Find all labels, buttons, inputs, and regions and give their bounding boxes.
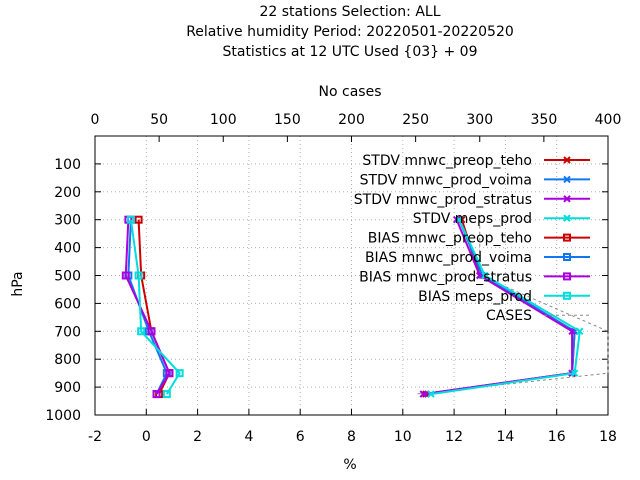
- y-tick-label: 900: [54, 380, 81, 396]
- legend-item: BIAS mnwc_preop_teho: [368, 231, 590, 247]
- legend-marker-x: [563, 156, 571, 164]
- legend-item: STDV mnwc_prod_stratus: [354, 192, 590, 208]
- legend-item: BIAS meps_prod: [418, 289, 590, 305]
- data-point-x: [568, 327, 576, 336]
- y-tick-label: 600: [54, 296, 81, 312]
- legend-label: STDV mnwc_prod_voima: [360, 172, 532, 188]
- y-tick-label: 200: [54, 185, 81, 201]
- y-tick-label: 1000: [45, 408, 81, 424]
- series-stdv-meps_prod: [427, 215, 584, 398]
- chart-titles: 22 stations Selection: ALL Relative humid…: [186, 4, 514, 60]
- series-line: [124, 219, 171, 395]
- series-bias-meps_prod: [126, 215, 184, 399]
- chart-title-line: 22 stations Selection: ALL: [259, 4, 440, 20]
- x-tick-label: 8: [347, 429, 356, 445]
- x2-tick-label: 50: [150, 112, 168, 128]
- x2-axis-ticks: 0 50 100 150 200 250 300 350 400: [91, 112, 622, 142]
- series-line: [129, 219, 181, 395]
- x-tick-label: 4: [244, 429, 253, 445]
- y-tick-label: 700: [54, 324, 81, 340]
- legend-label: BIAS mnwc_prod_voima: [365, 250, 532, 266]
- legend-marker-square: [563, 272, 571, 281]
- legend-label: BIAS mnwc_preop_teho: [368, 231, 532, 247]
- x2-tick-label: 350: [531, 112, 558, 128]
- data-point-square: [175, 369, 184, 378]
- x2-tick-label: 400: [595, 112, 622, 128]
- cases-series: [415, 219, 609, 395]
- legend-marker-x: [563, 195, 571, 203]
- x-axis-label: %: [343, 457, 356, 473]
- data-point-x: [419, 390, 428, 398]
- data-point-square: [126, 215, 135, 224]
- x2-tick-label: 150: [274, 112, 301, 128]
- x-tick-label: 14: [496, 429, 514, 445]
- x2-tick-label: 250: [402, 112, 429, 128]
- chart-title-line: Relative humidity Period: 20220501-20220…: [186, 24, 514, 40]
- grid: [95, 136, 608, 415]
- data-point-square: [137, 327, 146, 336]
- x-tick-label: 10: [394, 429, 412, 445]
- x-tick-label: 18: [599, 429, 617, 445]
- data-point-square: [162, 390, 171, 399]
- data-point-square: [165, 369, 174, 378]
- cases-line: [415, 219, 609, 395]
- legend-label: BIAS mnwc_prod_stratus: [359, 269, 532, 285]
- y-tick-label: 100: [54, 157, 81, 173]
- data-point-x: [427, 390, 435, 398]
- data-point-x: [576, 327, 584, 336]
- x-axis-ticks: -2 0 2 4 6 8 10 12 14 16 18: [88, 409, 617, 445]
- y-tick-label: 500: [54, 269, 81, 285]
- data-point-square: [121, 271, 130, 280]
- data-point-square: [147, 327, 156, 336]
- y-axis-ticks: 100 200 300 400 500 600 700 800 900 1000: [45, 157, 608, 424]
- legend-marker-x: [563, 175, 571, 184]
- legend-label: STDV mnwc_prod_stratus: [354, 192, 532, 208]
- y-tick-label: 400: [54, 241, 81, 257]
- legend-item: STDV mnwc_prod_voima: [360, 172, 590, 188]
- data-point-square: [152, 390, 161, 399]
- x-tick-label: 2: [193, 429, 202, 445]
- chart-title-line: Statistics at 12 UTC Used {03} + 09: [222, 44, 477, 60]
- x-tick-label: 12: [445, 429, 463, 445]
- legend-label: CASES: [486, 308, 532, 324]
- y-tick-label: 800: [54, 352, 81, 368]
- x-tick-label: -2: [88, 429, 102, 445]
- x-tick-label: 6: [296, 429, 305, 445]
- legend: STDV mnwc_preop_teho STDV mnwc_prod_voima…: [354, 153, 590, 324]
- data-point-square: [134, 215, 143, 224]
- x-tick-label: 0: [142, 429, 151, 445]
- x2-axis-label: No cases: [319, 84, 382, 100]
- legend-item: BIAS mnwc_prod_stratus: [359, 269, 590, 285]
- legend-label: STDV meps_prod: [413, 211, 532, 227]
- data-point-x: [570, 369, 579, 377]
- legend-item: STDV meps_prod: [413, 211, 590, 227]
- legend-marker-square: [563, 233, 571, 242]
- x2-tick-label: 200: [338, 112, 365, 128]
- legend-marker-x: [563, 214, 571, 222]
- data-point-x: [481, 271, 489, 280]
- legend-marker-square: [563, 253, 571, 261]
- x2-tick-label: 100: [210, 112, 237, 128]
- data-point-x: [452, 215, 461, 224]
- legend-item: STDV mnwc_preop_teho: [362, 153, 590, 169]
- series-group: [121, 215, 584, 399]
- legend-item: CASES: [486, 308, 590, 324]
- data-point-square: [134, 271, 143, 280]
- legend-label: STDV mnwc_preop_teho: [362, 153, 532, 169]
- legend-marker-square: [563, 291, 571, 300]
- x-tick-label: 16: [548, 429, 566, 445]
- legend-item: BIAS mnwc_prod_voima: [365, 250, 590, 266]
- x2-tick-label: 0: [91, 112, 100, 128]
- y-axis-label: hPa: [10, 271, 26, 296]
- data-point-x: [455, 215, 463, 224]
- y-tick-label: 300: [54, 213, 81, 229]
- x2-tick-label: 300: [466, 112, 493, 128]
- legend-label: BIAS meps_prod: [418, 289, 532, 305]
